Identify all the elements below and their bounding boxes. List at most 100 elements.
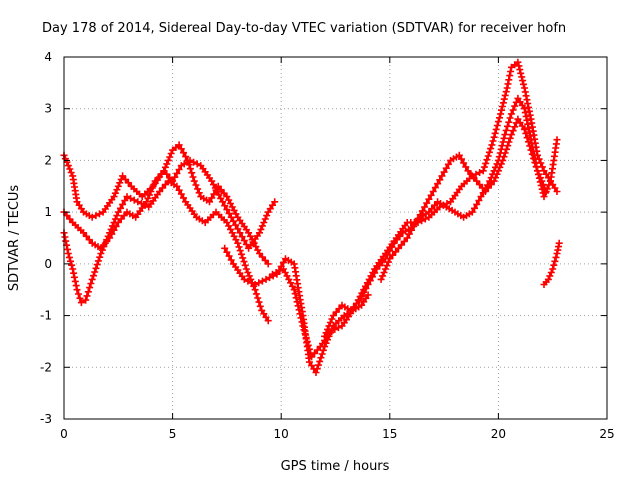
x-tick-label: 5: [169, 427, 177, 441]
data-point: [177, 190, 185, 198]
data-point: [290, 286, 298, 294]
data-point: [305, 345, 313, 353]
data-point: [502, 88, 510, 96]
data-point: [255, 298, 263, 306]
data-point: [184, 156, 192, 164]
data-point: [258, 277, 266, 285]
data-point: [505, 76, 513, 84]
data-point: [255, 279, 263, 287]
data-point: [234, 239, 242, 247]
data-point: [223, 248, 231, 256]
y-tick-label: -3: [40, 412, 52, 426]
data-point: [190, 177, 198, 185]
data-point: [257, 225, 265, 233]
series-track-8: [540, 239, 563, 288]
data-point: [63, 158, 71, 166]
data-point: [544, 275, 552, 283]
data-point: [542, 188, 550, 195]
data-point: [258, 222, 266, 230]
data-point: [501, 91, 509, 99]
data-point: [496, 163, 504, 171]
data-point: [238, 250, 245, 258]
data-point: [482, 159, 490, 167]
data-point: [312, 369, 320, 376]
data-point: [242, 265, 250, 273]
data-point: [473, 200, 481, 208]
data-point: [553, 136, 561, 144]
data-point: [113, 186, 121, 194]
data-point: [514, 58, 522, 66]
series-track-1: [60, 151, 279, 252]
data-point: [116, 179, 124, 187]
data-point: [223, 206, 231, 214]
data-point: [511, 123, 519, 131]
data-point: [180, 194, 187, 202]
data-point: [279, 259, 287, 267]
data-point: [260, 219, 268, 226]
data-point: [499, 99, 507, 107]
data-point: [252, 290, 260, 298]
data-point: [410, 222, 418, 230]
data-point: [317, 354, 325, 362]
data-point: [302, 334, 310, 342]
data-point: [234, 225, 242, 233]
data-point: [208, 194, 216, 202]
data-point: [538, 177, 546, 185]
axis-ticks: 0 5 10 15 20 25 -3 -2 -1 0 1 2 3 4: [40, 50, 615, 441]
data-point: [479, 167, 487, 175]
data-point: [192, 181, 200, 189]
data-point: [166, 153, 174, 161]
data-point: [525, 103, 532, 111]
data-point: [175, 166, 183, 173]
data-point: [551, 257, 559, 265]
data-point: [291, 290, 299, 298]
data-point: [175, 141, 183, 149]
data-point: [541, 184, 549, 192]
data-point: [519, 77, 527, 85]
data-point: [173, 182, 181, 190]
data-point: [130, 196, 138, 204]
data-point: [117, 204, 124, 212]
data-point: [114, 208, 122, 216]
data-point: [383, 262, 391, 270]
data-point: [87, 280, 95, 287]
data-point: [322, 329, 330, 337]
data-point: [294, 302, 302, 310]
data-point: [77, 299, 85, 307]
data-point: [532, 163, 540, 171]
data-point: [515, 62, 523, 70]
data-point: [366, 277, 374, 285]
data-point: [555, 239, 563, 247]
data-point: [362, 284, 370, 292]
data-point: [531, 159, 539, 166]
data-point: [501, 149, 509, 157]
data-point: [416, 211, 424, 219]
data-point: [423, 199, 431, 207]
data-point: [82, 296, 90, 304]
data-point: [239, 254, 247, 262]
data-point: [296, 310, 304, 318]
data-point: [371, 269, 379, 277]
data-point: [314, 361, 322, 369]
data-point: [236, 247, 244, 255]
data-point: [193, 160, 201, 168]
data-point: [76, 294, 84, 302]
data-point: [225, 252, 233, 260]
data-point: [71, 277, 79, 285]
data-point: [210, 190, 218, 198]
data-point: [490, 133, 498, 141]
data-point: [92, 264, 100, 272]
data-point: [110, 226, 118, 234]
x-tick-label: 10: [274, 427, 289, 441]
data-point: [438, 172, 446, 180]
data-point: [480, 163, 488, 171]
data-point: [500, 95, 508, 103]
data-point: [271, 198, 279, 206]
data-point: [500, 134, 508, 142]
series-area: [60, 58, 563, 376]
data-point: [66, 165, 74, 173]
data-point: [505, 118, 513, 126]
data-point: [248, 279, 255, 287]
data-point: [264, 317, 272, 325]
